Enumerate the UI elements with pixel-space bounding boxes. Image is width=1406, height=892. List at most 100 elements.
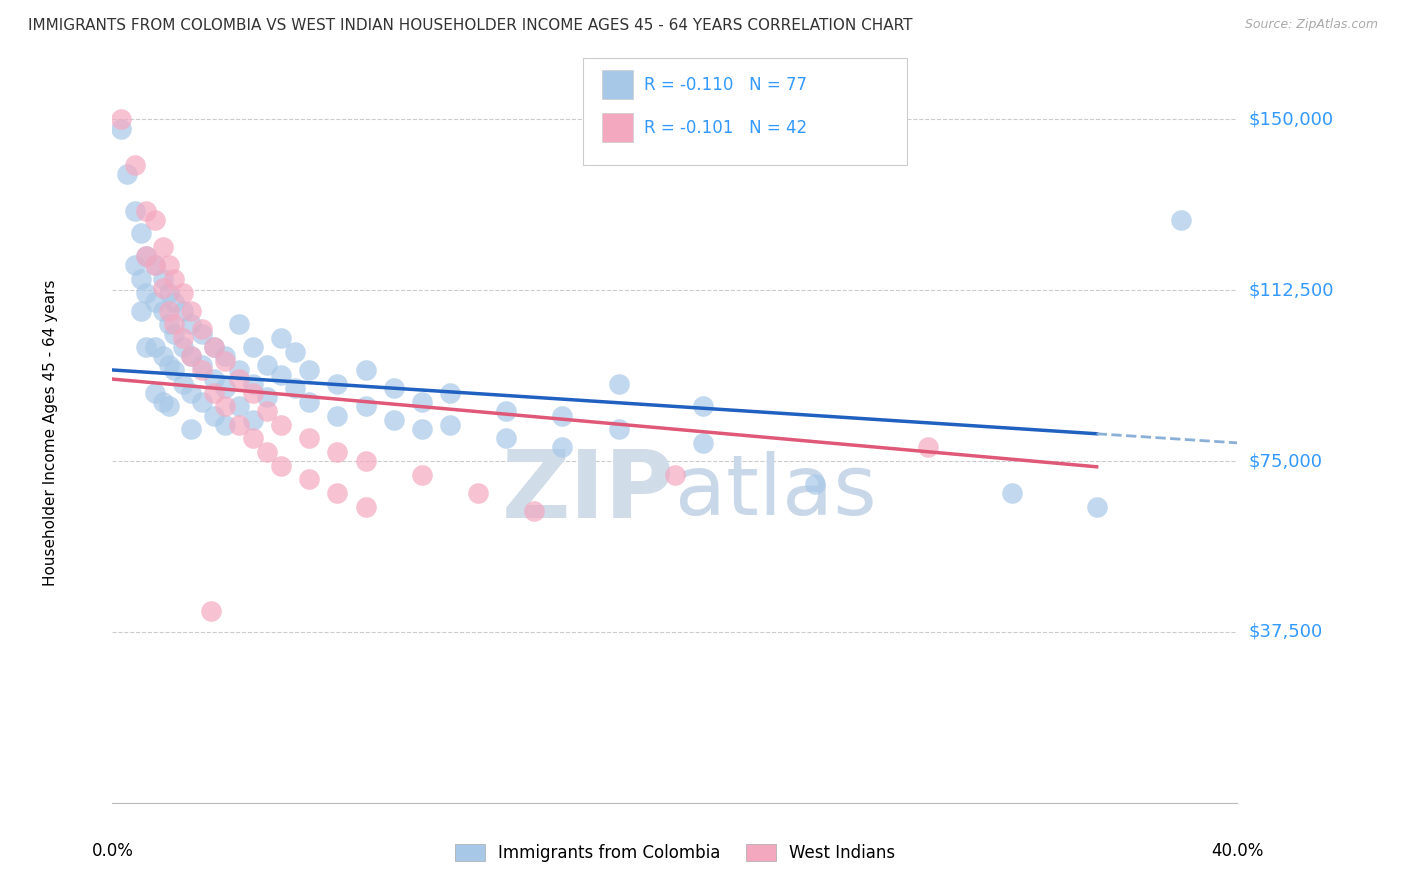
- Point: [270, 368, 292, 382]
- Point: [256, 390, 278, 404]
- Point: [242, 431, 264, 445]
- Point: [298, 395, 321, 409]
- Point: [110, 121, 132, 136]
- Point: [298, 363, 321, 377]
- Text: $150,000: $150,000: [1249, 111, 1333, 128]
- Point: [1001, 486, 1024, 500]
- Point: [157, 400, 180, 414]
- Legend: Immigrants from Colombia, West Indians: Immigrants from Colombia, West Indians: [449, 837, 901, 869]
- Point: [172, 331, 194, 345]
- Point: [163, 363, 186, 377]
- Point: [180, 349, 202, 363]
- Point: [354, 454, 377, 468]
- Text: $112,500: $112,500: [1249, 281, 1334, 299]
- Point: [692, 435, 714, 450]
- Point: [228, 417, 250, 432]
- Point: [135, 249, 157, 263]
- Text: 0.0%: 0.0%: [91, 842, 134, 860]
- Point: [163, 318, 186, 332]
- Point: [157, 318, 180, 332]
- Point: [242, 340, 264, 354]
- Point: [152, 272, 174, 286]
- Point: [411, 395, 433, 409]
- Text: IMMIGRANTS FROM COLOMBIA VS WEST INDIAN HOUSEHOLDER INCOME AGES 45 - 64 YEARS CO: IMMIGRANTS FROM COLOMBIA VS WEST INDIAN …: [28, 18, 912, 33]
- Point: [256, 359, 278, 373]
- Point: [157, 303, 180, 318]
- Point: [129, 272, 152, 286]
- Point: [152, 395, 174, 409]
- Point: [135, 340, 157, 354]
- Point: [143, 258, 166, 272]
- Point: [326, 445, 349, 459]
- Point: [270, 417, 292, 432]
- Point: [214, 354, 236, 368]
- Point: [191, 395, 214, 409]
- Point: [917, 441, 939, 455]
- Point: [214, 400, 236, 414]
- Point: [1085, 500, 1108, 514]
- Point: [607, 422, 630, 436]
- Point: [284, 344, 307, 359]
- Point: [143, 340, 166, 354]
- Point: [124, 158, 146, 172]
- Point: [143, 385, 166, 400]
- Point: [284, 381, 307, 395]
- Point: [326, 376, 349, 391]
- Text: $75,000: $75,000: [1249, 452, 1323, 470]
- Point: [115, 167, 138, 181]
- Text: Source: ZipAtlas.com: Source: ZipAtlas.com: [1244, 18, 1378, 31]
- Point: [180, 318, 202, 332]
- Point: [157, 285, 180, 300]
- Point: [228, 372, 250, 386]
- Point: [270, 331, 292, 345]
- Point: [214, 381, 236, 395]
- Point: [354, 363, 377, 377]
- Point: [298, 472, 321, 486]
- Point: [214, 349, 236, 363]
- Point: [152, 240, 174, 254]
- Point: [664, 467, 686, 482]
- Point: [172, 285, 194, 300]
- Point: [202, 340, 225, 354]
- Text: Householder Income Ages 45 - 64 years: Householder Income Ages 45 - 64 years: [44, 279, 58, 586]
- Point: [143, 212, 166, 227]
- Point: [228, 318, 250, 332]
- Point: [129, 303, 152, 318]
- Point: [180, 303, 202, 318]
- Point: [143, 258, 166, 272]
- Point: [124, 258, 146, 272]
- Text: $37,500: $37,500: [1249, 623, 1323, 641]
- Point: [163, 326, 186, 341]
- Point: [172, 340, 194, 354]
- Text: R = -0.101   N = 42: R = -0.101 N = 42: [644, 119, 807, 136]
- Point: [152, 303, 174, 318]
- Point: [551, 441, 574, 455]
- Point: [439, 417, 461, 432]
- Point: [804, 476, 827, 491]
- Point: [135, 285, 157, 300]
- Point: [191, 322, 214, 336]
- Point: [163, 294, 186, 309]
- Point: [180, 422, 202, 436]
- Point: [326, 409, 349, 423]
- Point: [228, 363, 250, 377]
- Point: [467, 486, 489, 500]
- Point: [1170, 212, 1192, 227]
- Point: [439, 385, 461, 400]
- Point: [411, 467, 433, 482]
- Point: [180, 385, 202, 400]
- Point: [202, 340, 225, 354]
- Point: [495, 404, 517, 418]
- Point: [523, 504, 546, 518]
- Point: [172, 303, 194, 318]
- Text: atlas: atlas: [675, 451, 876, 533]
- Text: 40.0%: 40.0%: [1211, 842, 1264, 860]
- Point: [354, 400, 377, 414]
- Point: [382, 413, 405, 427]
- Point: [110, 112, 132, 127]
- Point: [382, 381, 405, 395]
- Point: [143, 294, 166, 309]
- Point: [191, 363, 214, 377]
- Point: [200, 604, 222, 618]
- Point: [551, 409, 574, 423]
